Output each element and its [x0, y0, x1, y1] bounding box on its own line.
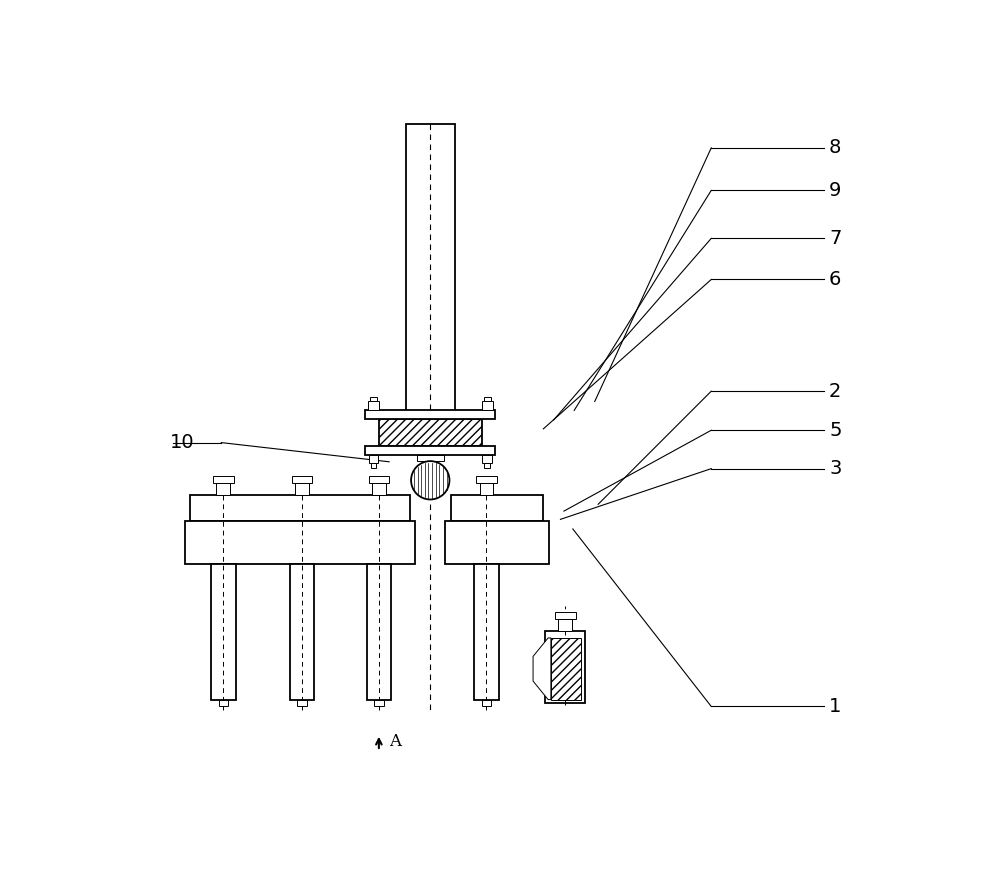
Bar [211, 564, 236, 700]
Bar [190, 496, 410, 522]
Bar [406, 124, 455, 418]
Bar [365, 409, 495, 418]
Text: 8: 8 [829, 139, 841, 158]
Bar [292, 476, 312, 483]
Text: 6: 6 [829, 270, 841, 289]
Bar [482, 700, 491, 707]
Bar [213, 476, 234, 483]
Bar [216, 483, 230, 496]
Bar [368, 401, 379, 409]
Bar [482, 401, 493, 409]
Text: 3: 3 [829, 459, 841, 478]
Bar [451, 496, 543, 522]
Text: 2: 2 [829, 382, 841, 400]
Bar [379, 418, 482, 446]
Bar [445, 522, 549, 564]
Bar [367, 564, 391, 700]
Bar [374, 700, 384, 707]
Bar [476, 476, 497, 483]
Bar [482, 455, 492, 463]
Bar [185, 522, 415, 564]
Bar [369, 455, 378, 463]
Bar [297, 700, 307, 707]
Bar [558, 619, 572, 631]
Bar [371, 463, 376, 468]
Text: 7: 7 [829, 229, 841, 248]
Polygon shape [533, 638, 551, 700]
Bar [365, 446, 495, 455]
Text: 9: 9 [829, 181, 841, 200]
Circle shape [411, 461, 449, 499]
Bar [290, 564, 314, 700]
Bar [474, 564, 499, 700]
Bar [372, 483, 386, 496]
Bar [417, 455, 444, 461]
Text: 10: 10 [170, 433, 194, 452]
Bar [551, 638, 581, 700]
Text: 5: 5 [829, 421, 842, 440]
Text: A: A [389, 732, 401, 749]
Text: 1: 1 [829, 697, 841, 716]
Bar [370, 397, 377, 401]
Bar [555, 611, 576, 619]
Bar [484, 463, 490, 468]
Bar [219, 700, 228, 707]
Bar [545, 631, 585, 703]
Bar [295, 483, 309, 496]
Bar [484, 397, 491, 401]
Bar [480, 483, 493, 496]
Bar [369, 476, 389, 483]
